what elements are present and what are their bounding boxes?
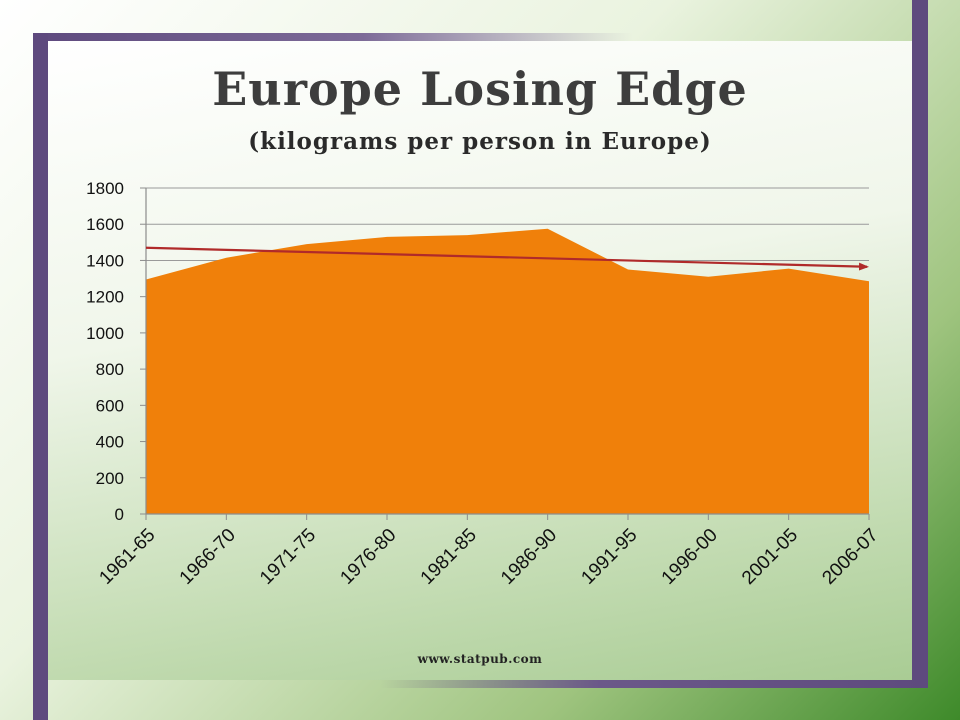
area-series [146,228,869,514]
y-tick-label: 1800 [86,179,124,198]
trendline [145,246,869,271]
frame-right-bar [912,0,928,688]
frame-top-bar [33,33,633,41]
slide-title: Europe Losing Edge [212,62,748,116]
y-tick-label: 1000 [86,324,124,343]
axes [140,187,870,520]
x-tick-label: 1976-80 [336,525,400,589]
x-tick-labels: 1961-65 1966-70 1971-75 1976-80 1981-85 1986-… [95,525,882,589]
x-tick-label: 1961-65 [95,525,159,589]
frame-left-bar [33,33,48,720]
y-tick-label: 200 [96,469,124,488]
x-tick-label: 2006-07 [818,525,882,589]
slide-subtitle: (kilograms per person in Europe) [248,128,712,155]
source-url: www.statpub.com [417,652,543,666]
trendline-arrow [145,246,869,271]
x-tick-label: 1981-85 [417,525,481,589]
area-fill [146,228,869,514]
x-tick-label: 1996-00 [658,525,722,589]
y-tick-label: 1400 [86,251,124,270]
y-tick-labels: 0 200 400 600 800 1000 1200 1400 1600 1800 [86,179,124,524]
y-tick-label: 800 [96,360,124,379]
x-tick-label: 2001-05 [738,525,802,589]
x-tick-label: 1991-95 [577,525,641,589]
y-tick-label: 0 [115,505,124,524]
x-tick-label: 1966-70 [176,525,240,589]
x-tick-label: 1986-90 [497,525,561,589]
y-tick-label: 1600 [86,215,124,234]
y-tick-label: 600 [96,396,124,415]
x-tick-label: 1971-75 [256,525,320,589]
y-tick-label: 1200 [86,288,124,307]
y-tick-label: 400 [96,433,124,452]
frame-bottom-bar [380,680,928,688]
